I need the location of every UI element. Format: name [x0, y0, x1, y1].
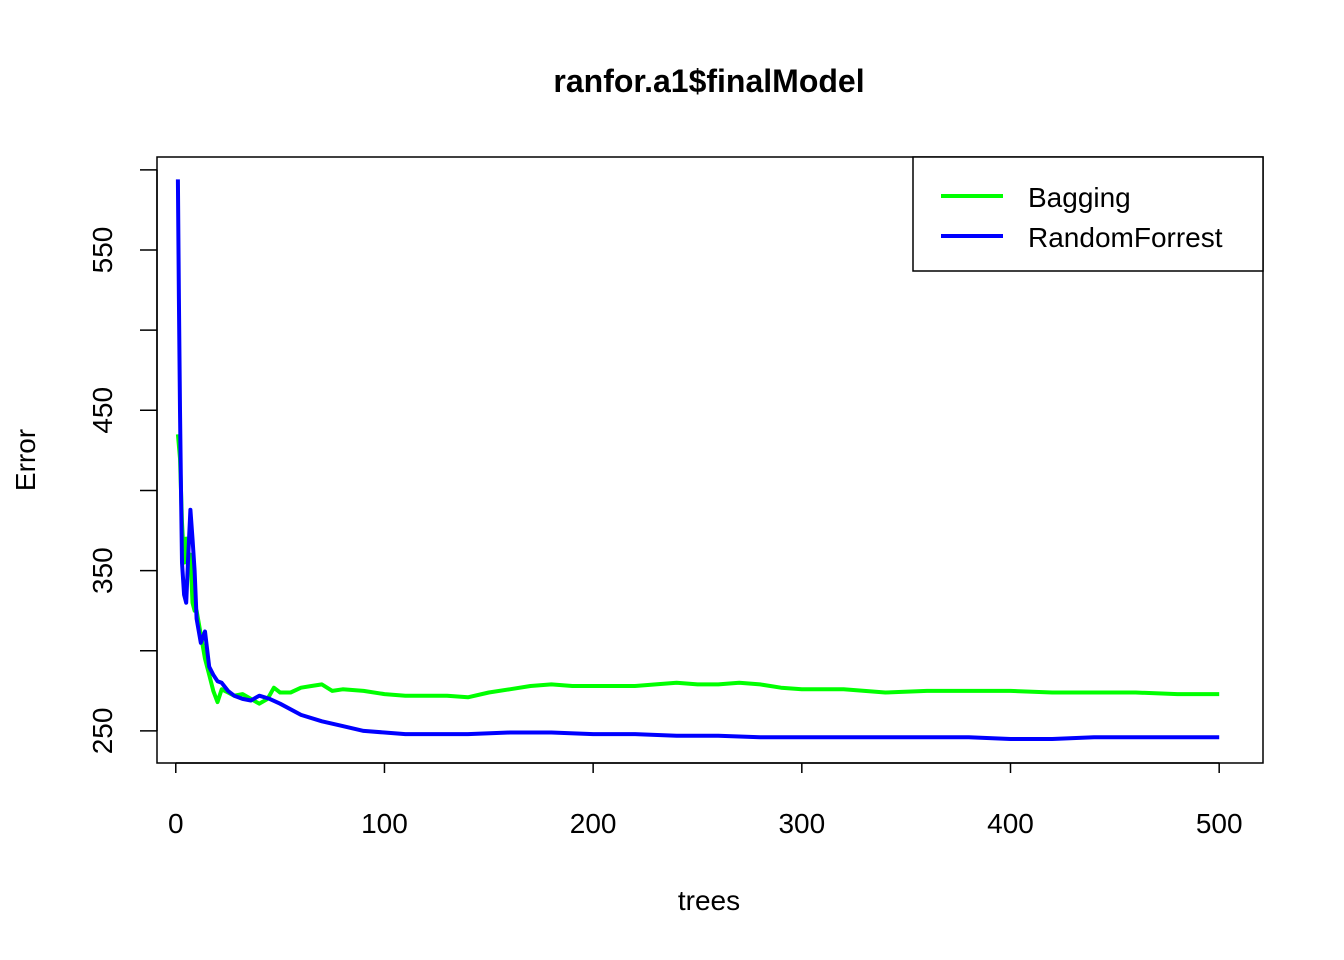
y-axis-label: Error [10, 429, 41, 491]
x-tick-label: 300 [778, 808, 825, 839]
x-tick-label: 200 [570, 808, 617, 839]
x-tick-label: 0 [168, 808, 184, 839]
legend-box [912, 156, 1264, 272]
legend-label-bagging: Bagging [1028, 182, 1131, 213]
y-tick-label: 550 [87, 227, 118, 274]
x-tick-label: 100 [361, 808, 408, 839]
series-layer [175, 179, 1220, 741]
x-tick-label: 400 [987, 808, 1034, 839]
series-line-bagging [175, 434, 1220, 706]
y-axis: 250 350 450 550 [87, 169, 158, 755]
y-tick-label: 250 [87, 708, 118, 755]
y-tick-label: 350 [87, 547, 118, 594]
legend-label-randomforrest: RandomForrest [1028, 222, 1223, 253]
legend: Bagging RandomForrest [912, 156, 1264, 272]
x-tick-label: 500 [1196, 808, 1243, 839]
series-line-randomforrest [175, 179, 1220, 741]
x-axis: 0 100 200 300 400 500 [168, 762, 1243, 839]
y-tick-label: 450 [87, 387, 118, 434]
x-axis-label: trees [678, 885, 740, 916]
chart-title: ranfor.a1$finalModel [553, 63, 864, 99]
